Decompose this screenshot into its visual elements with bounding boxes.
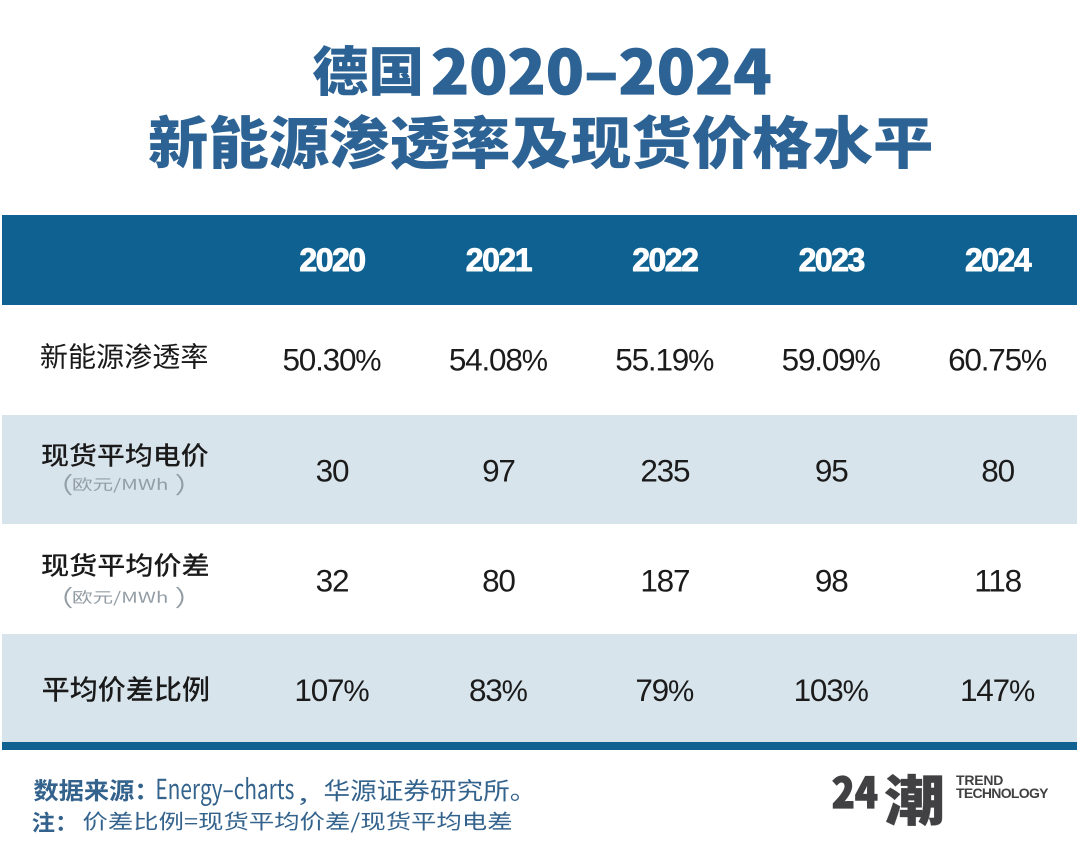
svg-text:55.19%: 55.19%: [615, 342, 714, 378]
svg-text:97: 97: [482, 452, 515, 488]
svg-text:98: 98: [815, 563, 848, 599]
svg-text:60.75%: 60.75%: [948, 342, 1047, 378]
svg-text:235: 235: [640, 452, 690, 488]
svg-text:2020: 2020: [299, 242, 365, 278]
svg-text:187: 187: [640, 563, 689, 599]
svg-text:30: 30: [316, 452, 349, 488]
svg-text:103%: 103%: [794, 672, 869, 708]
svg-text:TREND: TREND: [956, 772, 1003, 788]
svg-text:2022: 2022: [632, 242, 698, 278]
svg-text:118: 118: [974, 563, 1021, 599]
svg-text:147%: 147%: [960, 672, 1035, 708]
svg-text:80: 80: [981, 452, 1014, 488]
svg-text:32: 32: [316, 563, 349, 599]
svg-text:83%: 83%: [469, 672, 528, 708]
svg-text:2023: 2023: [799, 242, 865, 278]
svg-text:80: 80: [482, 563, 515, 599]
svg-text:95: 95: [815, 452, 848, 488]
svg-text:79%: 79%: [635, 672, 694, 708]
svg-text:2021: 2021: [466, 242, 532, 278]
svg-text:54.08%: 54.08%: [449, 342, 548, 378]
svg-text:50.30%: 50.30%: [282, 342, 381, 378]
svg-text:59.09%: 59.09%: [782, 342, 881, 378]
svg-text:TECHNOLOGY: TECHNOLOGY: [956, 785, 1049, 801]
svg-text:2024: 2024: [965, 242, 1032, 278]
svg-text:107%: 107%: [294, 672, 369, 708]
